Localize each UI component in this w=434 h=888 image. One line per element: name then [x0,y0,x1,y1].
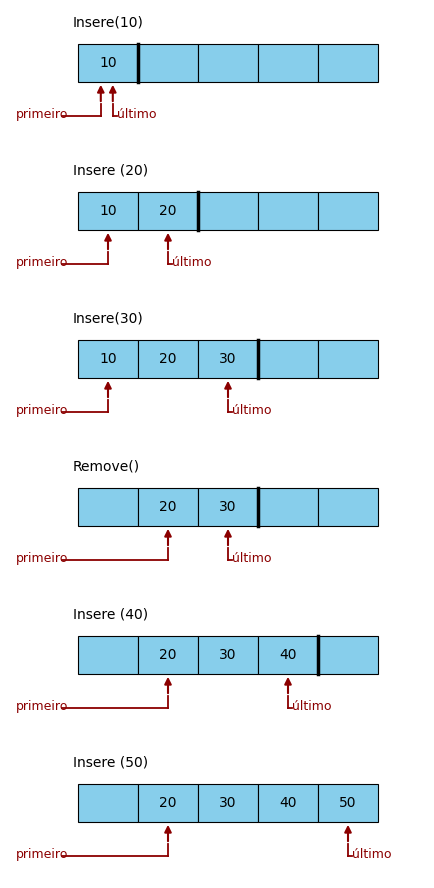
Bar [197,340,257,378]
Bar [317,488,377,526]
Bar [317,784,377,822]
Bar [78,488,138,526]
Text: 20: 20 [159,352,176,366]
Text: 20: 20 [159,796,176,810]
Bar [317,340,377,378]
Text: Remove(): Remove() [73,459,140,473]
Text: 20: 20 [159,500,176,514]
Bar [317,192,377,230]
Bar [257,44,317,82]
Bar [257,488,317,526]
Text: 20: 20 [159,204,176,218]
Bar [197,784,257,822]
Text: primeiro: primeiro [16,700,68,713]
Bar [138,636,197,674]
Bar [138,488,197,526]
Text: 30: 30 [219,648,236,662]
Text: 30: 30 [219,796,236,810]
Bar [257,636,317,674]
Bar [78,636,138,674]
Text: primeiro: primeiro [16,552,68,565]
Text: último: último [117,108,156,121]
Bar [197,192,257,230]
Text: 10: 10 [99,56,117,70]
Text: último: último [351,848,391,861]
Text: último: último [231,404,271,417]
Text: 40: 40 [279,796,296,810]
Text: último: último [291,700,331,713]
Text: 10: 10 [99,204,117,218]
Text: primeiro: primeiro [16,256,68,269]
Text: primeiro: primeiro [16,404,68,417]
Bar [317,44,377,82]
Bar [78,784,138,822]
Bar [197,636,257,674]
Text: 20: 20 [159,648,176,662]
Text: 40: 40 [279,648,296,662]
Text: 30: 30 [219,352,236,366]
Text: 50: 50 [339,796,356,810]
Text: 30: 30 [219,500,236,514]
Text: Insere(30): Insere(30) [73,311,143,325]
Bar [138,44,197,82]
Text: Insere (20): Insere (20) [73,163,148,177]
Bar [138,340,197,378]
Text: Insere(10): Insere(10) [73,15,144,29]
Bar [197,488,257,526]
Text: 10: 10 [99,352,117,366]
Bar [138,192,197,230]
Bar [138,784,197,822]
Bar [257,784,317,822]
Bar [78,192,138,230]
Text: último: último [231,552,271,565]
Bar [317,636,377,674]
Bar [257,340,317,378]
Text: Insere (50): Insere (50) [73,755,148,769]
Bar [78,44,138,82]
Bar [257,192,317,230]
Text: último: último [171,256,211,269]
Text: Insere (40): Insere (40) [73,607,148,621]
Bar [78,340,138,378]
Text: primeiro: primeiro [16,108,68,121]
Bar [197,44,257,82]
Text: primeiro: primeiro [16,848,68,861]
